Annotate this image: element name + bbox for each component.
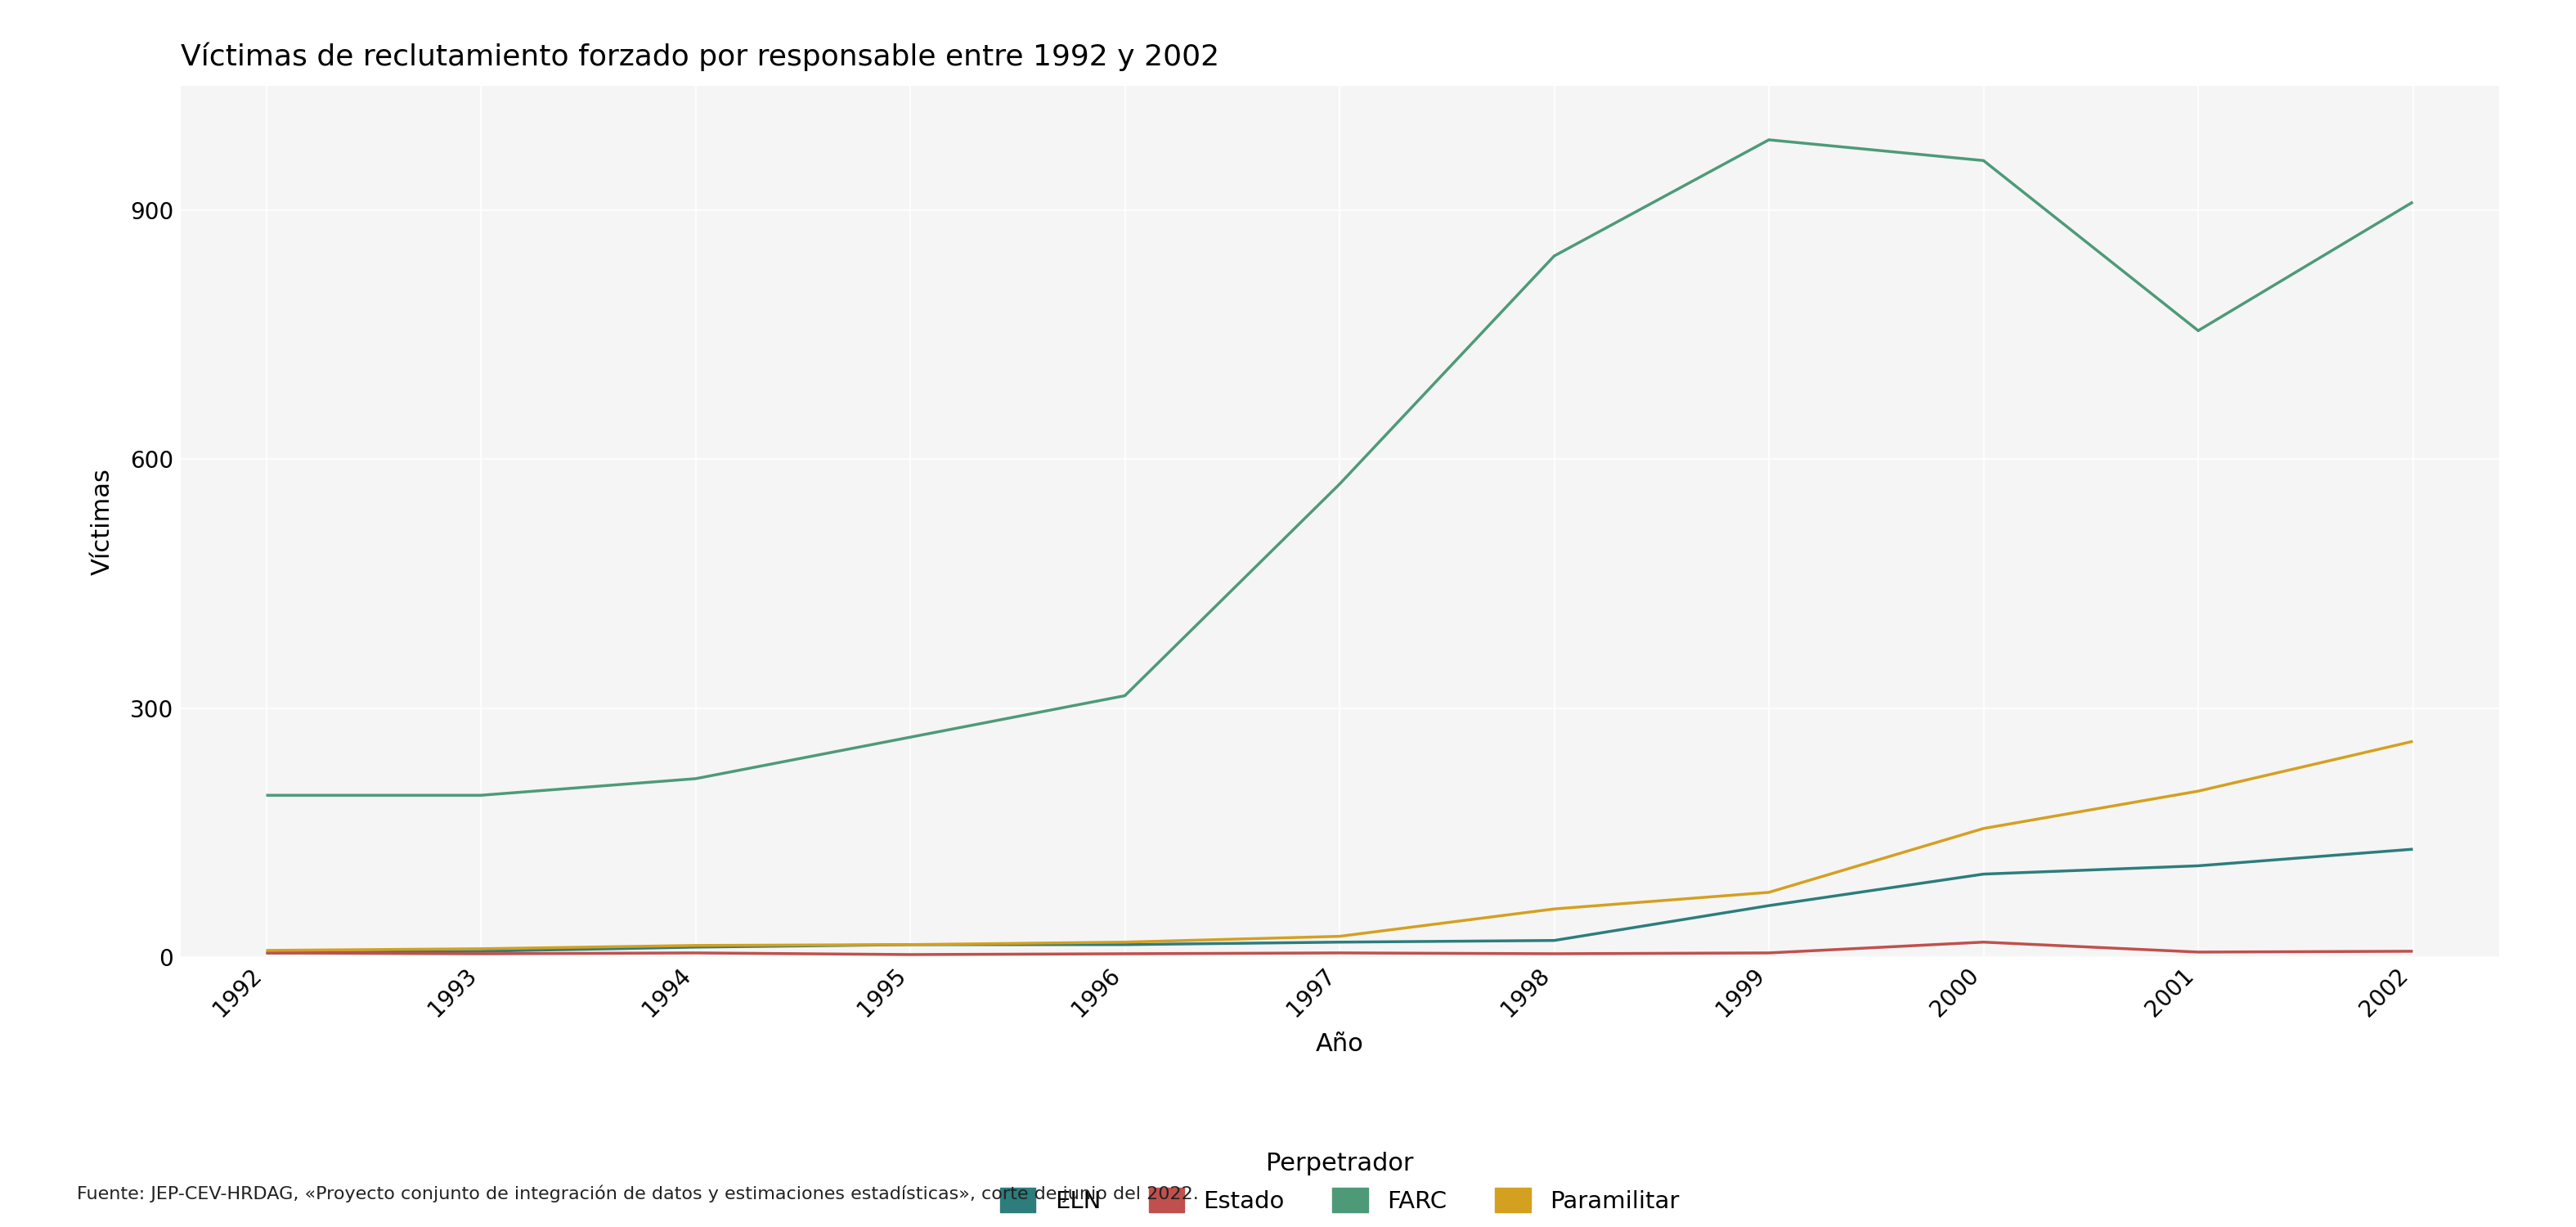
Paramilitar xyxy=(1324,929,1355,944)
FARC xyxy=(1110,688,1141,703)
FARC xyxy=(2182,323,2213,337)
ELN xyxy=(894,937,925,952)
ELN xyxy=(1968,866,1999,881)
FARC xyxy=(1538,249,1569,264)
Text: Fuente: JEP-CEV-HRDAG, «Proyecto conjunto de integración de datos y estimaciones: Fuente: JEP-CEV-HRDAG, «Proyecto conjunt… xyxy=(77,1185,1198,1202)
ELN xyxy=(250,946,281,961)
Estado xyxy=(1538,946,1569,961)
Paramilitar xyxy=(2398,734,2429,748)
ELN xyxy=(680,940,711,955)
Estado xyxy=(2182,945,2213,960)
FARC xyxy=(2398,195,2429,210)
Paramilitar xyxy=(1110,935,1141,950)
Estado xyxy=(1324,946,1355,961)
Estado xyxy=(2398,944,2429,958)
Paramilitar xyxy=(250,944,281,958)
FARC xyxy=(1324,477,1355,492)
ELN xyxy=(1538,933,1569,947)
FARC xyxy=(680,772,711,787)
Estado xyxy=(466,946,497,961)
Estado xyxy=(1968,935,1999,950)
ELN xyxy=(2182,859,2213,874)
Y-axis label: Víctimas: Víctimas xyxy=(90,467,113,575)
Line: Paramilitar: Paramilitar xyxy=(265,741,2414,951)
FARC xyxy=(1968,153,1999,168)
Estado xyxy=(894,947,925,962)
ELN xyxy=(1754,898,1785,913)
Line: ELN: ELN xyxy=(265,849,2414,953)
X-axis label: Año: Año xyxy=(1316,1032,1363,1056)
ELN xyxy=(2398,842,2429,856)
ELN xyxy=(1324,935,1355,950)
Paramilitar xyxy=(1754,885,1785,899)
Paramilitar xyxy=(680,939,711,953)
FARC xyxy=(466,788,497,802)
ELN xyxy=(1110,937,1141,952)
Estado xyxy=(1754,946,1785,961)
FARC xyxy=(894,730,925,745)
FARC xyxy=(250,788,281,802)
Estado xyxy=(1110,946,1141,961)
Legend: ELN, Estado, FARC, Paramilitar: ELN, Estado, FARC, Paramilitar xyxy=(999,1152,1680,1212)
Estado xyxy=(250,946,281,961)
Paramilitar xyxy=(2182,784,2213,799)
FARC xyxy=(1754,133,1785,147)
Paramilitar xyxy=(1968,821,1999,836)
Paramilitar xyxy=(1538,902,1569,917)
Paramilitar xyxy=(894,937,925,952)
Text: Víctimas de reclutamiento forzado por responsable entre 1992 y 2002: Víctimas de reclutamiento forzado por re… xyxy=(180,42,1218,71)
Line: Estado: Estado xyxy=(265,942,2414,955)
Estado xyxy=(680,946,711,961)
ELN xyxy=(466,944,497,958)
Line: FARC: FARC xyxy=(265,140,2414,795)
Paramilitar xyxy=(466,941,497,956)
